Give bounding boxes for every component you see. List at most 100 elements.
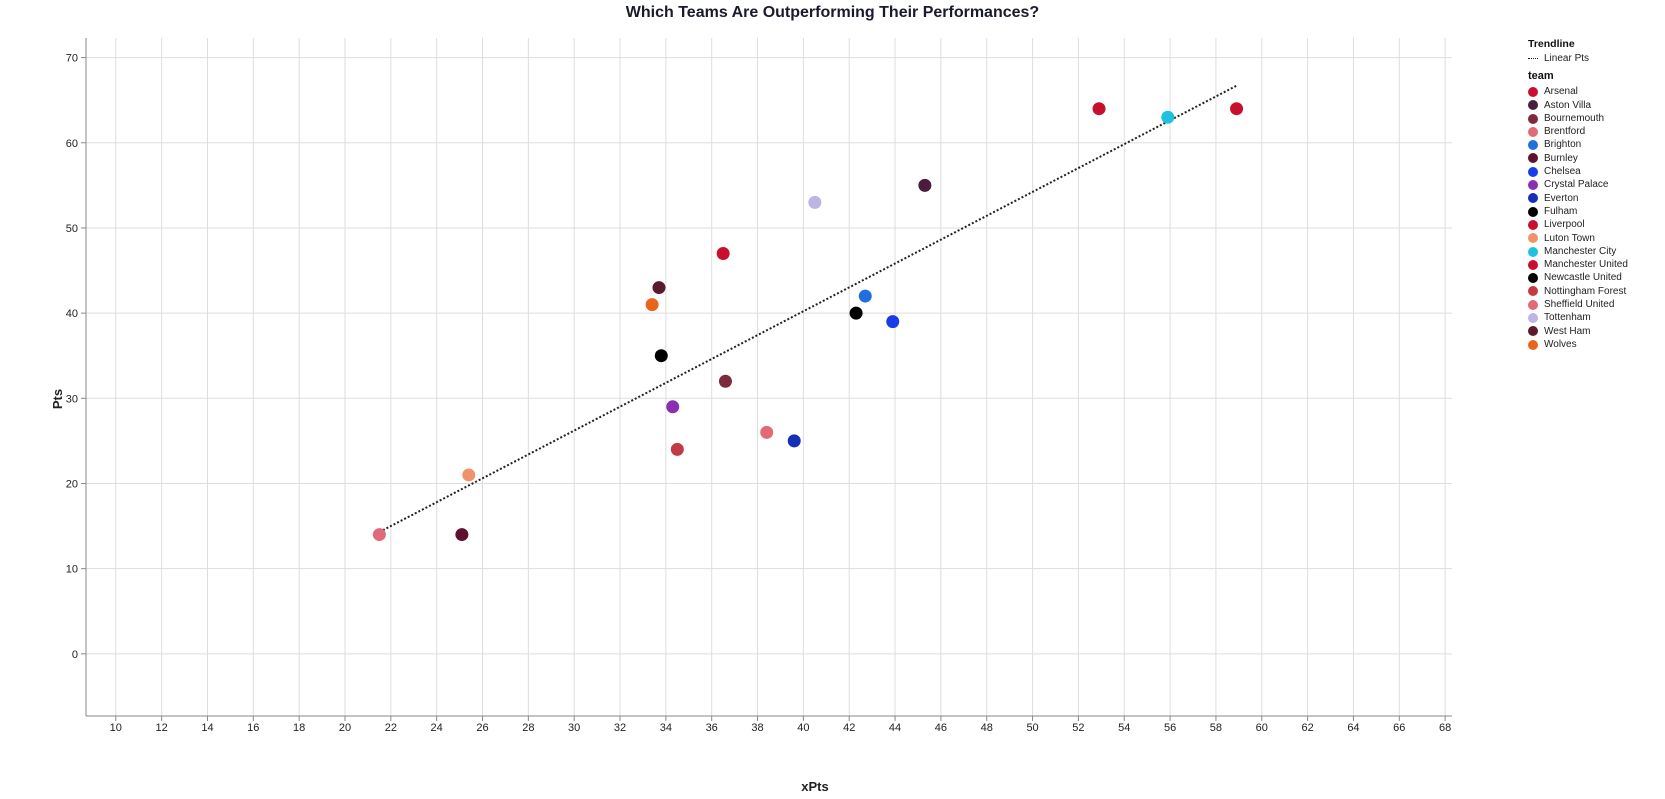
legend-item-everton[interactable]: Everton <box>1528 192 1663 205</box>
x-tick-label: 52 <box>1072 722 1084 734</box>
point-west-ham[interactable] <box>652 281 666 295</box>
x-tick-label: 62 <box>1301 722 1313 734</box>
legend-dot-icon <box>1528 299 1538 310</box>
x-tick-label: 28 <box>522 722 534 734</box>
legend-label: Manchester United <box>1544 259 1628 271</box>
x-tick-label: 20 <box>339 722 351 734</box>
point-nottingham-forest[interactable] <box>670 442 684 456</box>
trendline-legend-title: Trendline <box>1528 38 1575 50</box>
trendline <box>378 84 1238 533</box>
legend-label: Liverpool <box>1544 219 1585 231</box>
point-sheffield-united[interactable] <box>372 528 386 542</box>
trendline-layer <box>378 84 1238 533</box>
x-tick-label: 22 <box>385 722 397 734</box>
point-everton[interactable] <box>787 434 801 448</box>
legend-item-luton-town[interactable]: Luton Town <box>1528 232 1663 245</box>
legend-item-sheffield-united[interactable]: Sheffield United <box>1528 298 1663 311</box>
legend-item-burnley[interactable]: Burnley <box>1528 152 1663 165</box>
legend-dot-icon <box>1528 286 1538 297</box>
y-tick-label: 10 <box>66 564 78 576</box>
y-tick-label: 20 <box>66 478 78 490</box>
legend-item-manchester-city[interactable]: Manchester City <box>1528 245 1663 258</box>
legend-item-liverpool[interactable]: Liverpool <box>1528 218 1663 231</box>
legend-item-bournemouth[interactable]: Bournemouth <box>1528 112 1663 125</box>
legend-label: Luton Town <box>1544 232 1595 244</box>
legend-label: Burnley <box>1544 152 1578 164</box>
point-crystal-palace[interactable] <box>666 400 680 414</box>
legend-label: Newcastle United <box>1544 272 1622 284</box>
legend-label: Brighton <box>1544 139 1582 151</box>
legend-dot-icon <box>1528 166 1538 177</box>
x-tick-label: 64 <box>1347 722 1359 734</box>
legend-dot-icon <box>1528 153 1538 164</box>
y-tick-label: 30 <box>66 393 78 405</box>
y-tick-label: 40 <box>66 308 78 320</box>
legend-item-aston-villa[interactable]: Aston Villa <box>1528 99 1663 112</box>
legend-item-newcastle-united[interactable]: Newcastle United <box>1528 271 1663 284</box>
point-tottenham[interactable] <box>808 195 822 209</box>
legend-item-west-ham[interactable]: West Ham <box>1528 325 1663 338</box>
legend-dot-icon <box>1528 140 1538 151</box>
legend-item-tottenham[interactable]: Tottenham <box>1528 311 1663 324</box>
legend-item-arsenal[interactable]: Arsenal <box>1528 85 1663 98</box>
point-brighton[interactable] <box>858 289 872 303</box>
y-tick-label: 0 <box>72 649 78 661</box>
point-wolves[interactable] <box>645 298 659 312</box>
x-tick-label: 26 <box>476 722 488 734</box>
y-tick-label: 50 <box>66 223 78 235</box>
legend-dot-icon <box>1528 312 1538 323</box>
x-tick-label: 66 <box>1393 722 1405 734</box>
point-newcastle-united[interactable] <box>654 349 668 363</box>
legend-item-manchester-united[interactable]: Manchester United <box>1528 258 1663 271</box>
trendline-legend-label: Linear Pts <box>1544 53 1590 64</box>
x-tick-label: 36 <box>706 722 718 734</box>
point-bournemouth[interactable] <box>718 374 732 388</box>
dotted-line-icon <box>1528 58 1538 60</box>
legend-item-brentford[interactable]: Brentford <box>1528 125 1663 138</box>
x-tick-label: 18 <box>293 722 305 734</box>
legend-label: Everton <box>1544 192 1579 204</box>
y-tick-label: 60 <box>66 138 78 150</box>
legend-label: Arsenal <box>1544 86 1578 98</box>
legend-dot-icon <box>1528 86 1538 97</box>
x-tick-label: 30 <box>568 722 580 734</box>
x-tick-label: 40 <box>797 722 809 734</box>
legend-dot-icon <box>1528 113 1538 124</box>
x-tick-label: 12 <box>156 722 168 734</box>
y-tick-label: 70 <box>66 53 78 65</box>
legend-dot-icon <box>1528 180 1538 191</box>
x-tick-label: 56 <box>1164 722 1176 734</box>
legend-dot-icon <box>1528 233 1538 244</box>
axes: 10 12 14 16 18 20 22 24 26 28 30 32 34 36 38 40 42 44 46 48… <box>66 38 1452 734</box>
team-legend-list: Arsenal Aston Villa Bournemouth Brentford Br… <box>1528 85 1663 351</box>
legend-item-nottingham-forest[interactable]: Nottingham Forest <box>1528 285 1663 298</box>
legend-dot-icon <box>1528 206 1538 217</box>
point-brentford[interactable] <box>760 425 774 439</box>
legend-item-chelsea[interactable]: Chelsea <box>1528 165 1663 178</box>
point-luton-town[interactable] <box>462 468 476 482</box>
x-tick-label: 50 <box>1026 722 1038 734</box>
data-points <box>372 102 1244 542</box>
legend-dot-icon <box>1528 259 1538 270</box>
x-tick-label: 46 <box>935 722 947 734</box>
legend-label: Wolves <box>1544 338 1577 350</box>
point-chelsea[interactable] <box>886 315 900 329</box>
point-manchester-united[interactable] <box>1092 102 1106 116</box>
legend-label: Chelsea <box>1544 166 1581 178</box>
point-fulham[interactable] <box>849 306 863 320</box>
legend-item-crystal-palace[interactable]: Crystal Palace <box>1528 178 1663 191</box>
legend-label: Aston Villa <box>1544 99 1592 111</box>
point-burnley[interactable] <box>455 528 469 542</box>
x-axis-title: xPts <box>801 779 828 794</box>
x-tick-label: 32 <box>614 722 626 734</box>
grid-lines <box>86 38 1452 716</box>
legend-item-wolves[interactable]: Wolves <box>1528 338 1663 351</box>
legend-label: Crystal Palace <box>1544 179 1609 191</box>
point-manchester-city[interactable] <box>1161 110 1175 124</box>
point-liverpool[interactable] <box>716 246 730 260</box>
x-tick-label: 38 <box>751 722 763 734</box>
legend-item-brighton[interactable]: Brighton <box>1528 138 1663 151</box>
point-aston-villa[interactable] <box>918 178 932 192</box>
legend-item-fulham[interactable]: Fulham <box>1528 205 1663 218</box>
point-arsenal[interactable] <box>1230 102 1244 116</box>
